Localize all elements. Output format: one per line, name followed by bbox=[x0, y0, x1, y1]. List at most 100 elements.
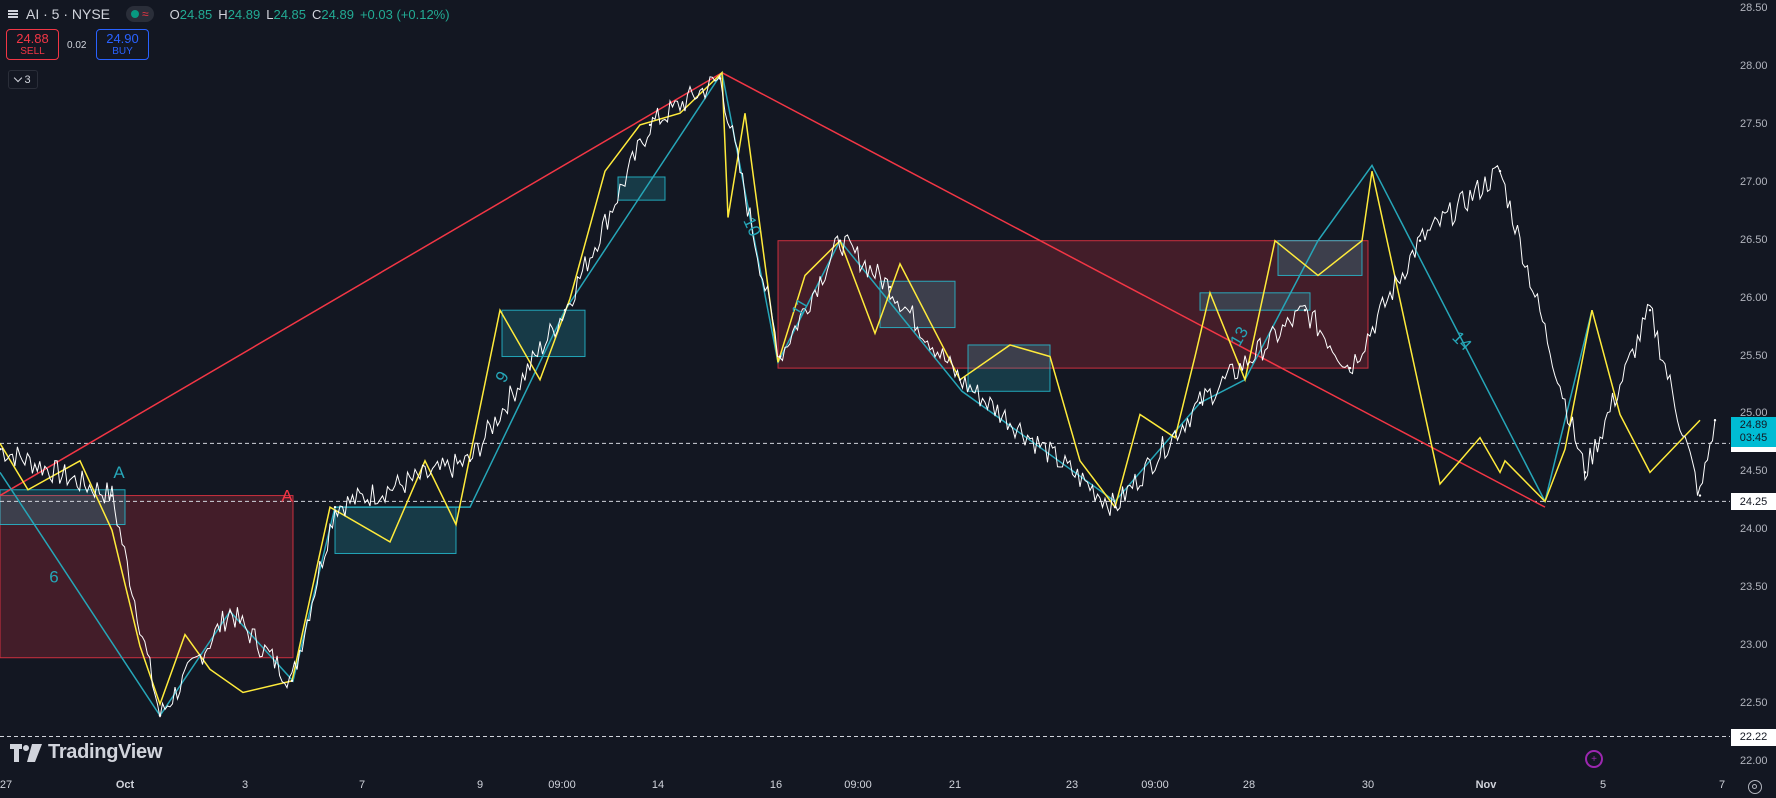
price-tick-label: 28.50 bbox=[1740, 2, 1768, 14]
price-point bbox=[228, 610, 232, 613]
buy-price: 24.90 bbox=[106, 30, 139, 46]
price-tick-label: 26.00 bbox=[1740, 291, 1768, 304]
open-key: O bbox=[169, 6, 180, 22]
tradingview-logo-icon bbox=[10, 743, 42, 762]
wave-label: A bbox=[113, 463, 125, 482]
wave-label: 9 bbox=[492, 368, 513, 386]
time-tick-label: Nov bbox=[1475, 779, 1497, 791]
zigzag-minor-line bbox=[0, 71, 1701, 707]
symbol-title[interactable]: AI · 5 · NYSE bbox=[26, 6, 111, 22]
market-status-pill[interactable]: ≈ bbox=[126, 6, 154, 22]
price-point bbox=[838, 239, 842, 242]
chevron-down-icon bbox=[14, 73, 23, 83]
time-tick-label: 3 bbox=[241, 779, 249, 791]
price-tick-label: 25.00 bbox=[1740, 407, 1768, 420]
current-price-label: 24.89 03:45 bbox=[1731, 417, 1776, 447]
price-tick-label: 22.50 bbox=[1740, 697, 1768, 710]
indicators-count: 3 bbox=[24, 73, 31, 86]
price-tick-label: 23.00 bbox=[1740, 639, 1768, 652]
wave-label: A bbox=[281, 486, 293, 505]
bar-countdown: 03:45 bbox=[1739, 432, 1768, 444]
price-point bbox=[1698, 494, 1702, 497]
price-tick-label: 22.00 bbox=[1740, 755, 1768, 767]
alert-icon[interactable]: + bbox=[1585, 750, 1603, 768]
close-value: 24.89 bbox=[321, 6, 354, 22]
sell-label: SELL bbox=[20, 45, 45, 57]
time-tick-label: 16 bbox=[769, 779, 783, 791]
time-tick-label: Oct bbox=[115, 779, 135, 791]
time-tick-label: 09:00 bbox=[548, 779, 576, 791]
demand-zone bbox=[501, 309, 586, 358]
time-tick-label: 21 bbox=[948, 779, 962, 791]
price-tick-label: 24.50 bbox=[1740, 465, 1768, 478]
price-tick-label: 25.50 bbox=[1740, 349, 1768, 362]
trend-line bbox=[721, 72, 1546, 508]
price-point bbox=[648, 123, 652, 127]
change-value: +0.03 (+0.12%) bbox=[359, 6, 450, 22]
demand-zone bbox=[967, 344, 1051, 392]
time-tick-label: 7 bbox=[358, 779, 366, 791]
time-tick-label: 09:00 bbox=[844, 779, 872, 791]
wave-label: 14 bbox=[1448, 328, 1475, 355]
price-tick-label: 23.50 bbox=[1740, 581, 1768, 594]
price-point bbox=[563, 309, 567, 312]
demand-zone bbox=[0, 489, 126, 526]
buy-button[interactable]: 24.90 BUY bbox=[96, 29, 149, 60]
price-point bbox=[1303, 309, 1307, 312]
spread-value: 0.02 bbox=[67, 40, 87, 51]
price-point bbox=[333, 505, 337, 509]
tradingview-logo[interactable]: TradingView bbox=[10, 741, 162, 764]
price-tick-label: 27.00 bbox=[1740, 175, 1768, 188]
price-point bbox=[778, 355, 782, 358]
price-tick-label: 26.50 bbox=[1740, 233, 1768, 246]
price-point bbox=[1648, 309, 1652, 312]
sell-button[interactable]: 24.88 SELL bbox=[6, 29, 59, 60]
open-value: 24.85 bbox=[179, 6, 213, 22]
supply-zone bbox=[0, 495, 294, 659]
price-point bbox=[0, 448, 2, 451]
time-tick-label: 23 bbox=[1065, 779, 1079, 791]
price-point bbox=[1583, 471, 1587, 474]
wave-label: 6 bbox=[49, 567, 58, 586]
buy-label: BUY bbox=[112, 45, 133, 57]
ohlc-values: O24.85 H24.89 L24.85 C24.89 +0.03 (+0.12… bbox=[170, 7, 450, 22]
price-point bbox=[1198, 401, 1202, 405]
price-series-line bbox=[0, 74, 1716, 718]
low-value: 24.85 bbox=[273, 6, 307, 22]
low-key: L bbox=[266, 6, 274, 22]
current-price: 24.89 bbox=[1739, 419, 1768, 431]
time-tick-label: 5 bbox=[1599, 779, 1607, 791]
market-open-dot-icon bbox=[131, 10, 140, 18]
price-point bbox=[468, 459, 472, 462]
time-tick-label: 09:00 bbox=[1141, 779, 1169, 791]
brand-name: TradingView bbox=[48, 741, 163, 763]
demand-zone bbox=[617, 176, 666, 201]
price-line-label: 24.25 bbox=[1731, 493, 1776, 511]
trend-line bbox=[0, 72, 723, 497]
time-tick-label: 30 bbox=[1361, 779, 1375, 791]
hamburger-icon[interactable] bbox=[8, 9, 18, 19]
price-point bbox=[958, 378, 962, 381]
price-point bbox=[1113, 505, 1117, 509]
demand-zone bbox=[1199, 292, 1311, 311]
price-point bbox=[1713, 419, 1717, 422]
demand-zone bbox=[1277, 240, 1363, 276]
time-tick-label: 7 bbox=[1718, 779, 1726, 791]
price-point bbox=[888, 285, 892, 289]
high-value: 24.89 bbox=[227, 6, 261, 22]
indicators-toggle-button[interactable]: 3 bbox=[8, 70, 38, 89]
close-key: C bbox=[312, 6, 322, 22]
price-point bbox=[1498, 169, 1502, 173]
sell-price: 24.88 bbox=[16, 30, 49, 46]
time-tick-label: 9 bbox=[476, 779, 484, 791]
price-point bbox=[1418, 239, 1422, 242]
zigzag-major-line bbox=[0, 70, 1593, 718]
price-point bbox=[718, 77, 722, 80]
price-point bbox=[1348, 366, 1352, 370]
price-tick-label: 24.00 bbox=[1740, 523, 1768, 536]
time-tick-label: 27 bbox=[0, 779, 13, 791]
settings-gear-icon[interactable] bbox=[1748, 780, 1762, 794]
price-tick-label: 27.50 bbox=[1740, 117, 1768, 130]
